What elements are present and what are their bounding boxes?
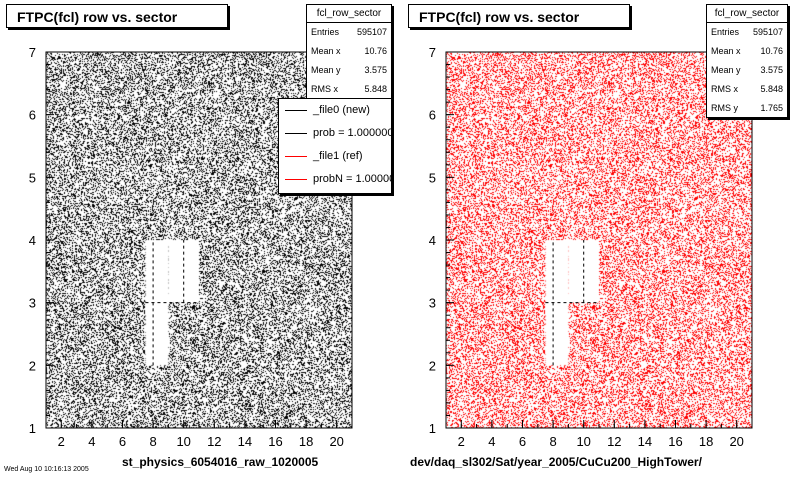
stats-title: fcl_row_sector — [307, 5, 391, 23]
stats-label: Mean x — [711, 46, 741, 56]
stats-value: 3.575 — [364, 65, 387, 75]
y-tick-label: 6 — [429, 108, 436, 123]
y-tick-label: 4 — [429, 233, 436, 248]
stats-row: RMS y 1.765 — [707, 99, 787, 118]
stats-label: RMS x — [711, 84, 738, 94]
right-histogram-pad: FTPC(fcl) row vs. sector 1 2 3 4 5 6 7 2 4 6 8 10 12… — [400, 0, 800, 480]
x-tick-label: 20 — [329, 434, 343, 449]
stats-label: Mean y — [311, 65, 341, 75]
stats-row: RMS x 5.848 — [707, 80, 787, 99]
stats-row: Entries 595107 — [307, 23, 391, 42]
y-tick-label: 3 — [29, 296, 36, 311]
y-tick-label: 6 — [29, 108, 36, 123]
legend-line-swatch — [285, 110, 307, 111]
stats-row: Entries 595107 — [707, 23, 787, 42]
x-axis-label: st_physics_6054016_raw_1020005 — [122, 455, 319, 469]
legend-entry: prob = 1.000000 — [279, 122, 391, 145]
y-tick-label: 5 — [429, 170, 436, 185]
y-tick-label: 7 — [429, 45, 436, 60]
stats-row: Mean x 10.76 — [707, 42, 787, 61]
legend-label: _file1 (ref) — [313, 150, 363, 162]
legend-box: _file0 (new) prob = 1.000000 _file1 (ref… — [278, 98, 392, 194]
stats-value: 10.76 — [760, 46, 783, 56]
stats-box: fcl_row_sector Entries 595107 Mean x 10.… — [706, 4, 788, 118]
y-tick-label: 1 — [29, 421, 36, 436]
x-tick-label: 16 — [268, 434, 282, 449]
stats-value: 5.848 — [364, 84, 387, 94]
y-tick-label: 1 — [429, 421, 436, 436]
x-tick-label: 12 — [207, 434, 221, 449]
stats-label: Entries — [711, 27, 740, 37]
legend-line-swatch — [285, 156, 307, 157]
x-tick-label: 4 — [88, 434, 95, 449]
stats-row: Mean x 10.76 — [307, 42, 391, 61]
stats-label: Mean y — [711, 65, 741, 75]
y-tick-label: 5 — [29, 170, 36, 185]
stats-row: Mean y 3.575 — [707, 61, 787, 80]
legend-entry: probN = 1.000000 — [279, 168, 391, 191]
stats-label: Mean x — [311, 46, 341, 56]
y-tick-label: 7 — [29, 45, 36, 60]
x-tick-label: 2 — [58, 434, 65, 449]
legend-line-swatch — [285, 179, 307, 180]
y-tick-label: 3 — [429, 296, 436, 311]
legend-entry: _file0 (new) — [279, 99, 391, 122]
x-tick-label: 18 — [699, 434, 713, 449]
x-tick-label: 18 — [299, 434, 313, 449]
y-tick-label: 2 — [429, 358, 436, 373]
legend-label: probN = 1.000000 — [313, 173, 391, 185]
x-tick-label: 16 — [668, 434, 682, 449]
x-tick-label: 2 — [458, 434, 465, 449]
x-tick-label: 6 — [119, 434, 126, 449]
legend-label: prob = 1.000000 — [313, 127, 392, 139]
stats-value: 10.76 — [364, 46, 387, 56]
legend-line-swatch — [285, 133, 307, 134]
stats-label: RMS y — [711, 103, 738, 113]
stats-label: Entries — [311, 27, 340, 37]
legend-entry: _file1 (ref) — [279, 145, 391, 168]
x-axis-label: dev/daq_sl302/Sat/year_2005/CuCu200_High… — [410, 455, 702, 469]
x-tick-label: 10 — [576, 434, 590, 449]
legend-label: _file0 (new) — [313, 104, 370, 116]
stats-box: fcl_row_sector Entries 595107 Mean x 10.… — [306, 4, 392, 99]
x-tick-label: 20 — [729, 434, 743, 449]
y-tick-label: 2 — [29, 358, 36, 373]
stats-value: 595107 — [752, 27, 783, 37]
stats-value: 1.765 — [760, 103, 783, 113]
chart-title: FTPC(fcl) row vs. sector — [408, 4, 630, 28]
y-tick-label: 4 — [29, 233, 36, 248]
stats-value: 595107 — [356, 27, 387, 37]
x-tick-label: 14 — [638, 434, 652, 449]
chart-title: FTPC(fcl) row vs. sector — [6, 4, 228, 28]
x-tick-label: 8 — [549, 434, 556, 449]
stats-label: RMS x — [311, 84, 338, 94]
x-tick-label: 10 — [176, 434, 190, 449]
stats-row: Mean y 3.575 — [307, 61, 391, 80]
stats-value: 3.575 — [760, 65, 783, 75]
x-tick-label: 6 — [519, 434, 526, 449]
x-tick-label: 4 — [488, 434, 495, 449]
x-tick-label: 8 — [149, 434, 156, 449]
stats-value: 5.848 — [760, 84, 783, 94]
x-tick-label: 12 — [607, 434, 621, 449]
left-histogram-pad: FTPC(fcl) row vs. sector 1 2 3 4 5 6 7 2 4 6 8 10 12… — [4, 4, 392, 473]
density-cells — [446, 52, 752, 428]
stats-row: RMS x 5.848 — [307, 80, 391, 99]
timestamp: Wed Aug 10 10:16:13 2005 — [4, 466, 89, 473]
stats-title: fcl_row_sector — [707, 5, 787, 23]
x-tick-label: 14 — [238, 434, 252, 449]
